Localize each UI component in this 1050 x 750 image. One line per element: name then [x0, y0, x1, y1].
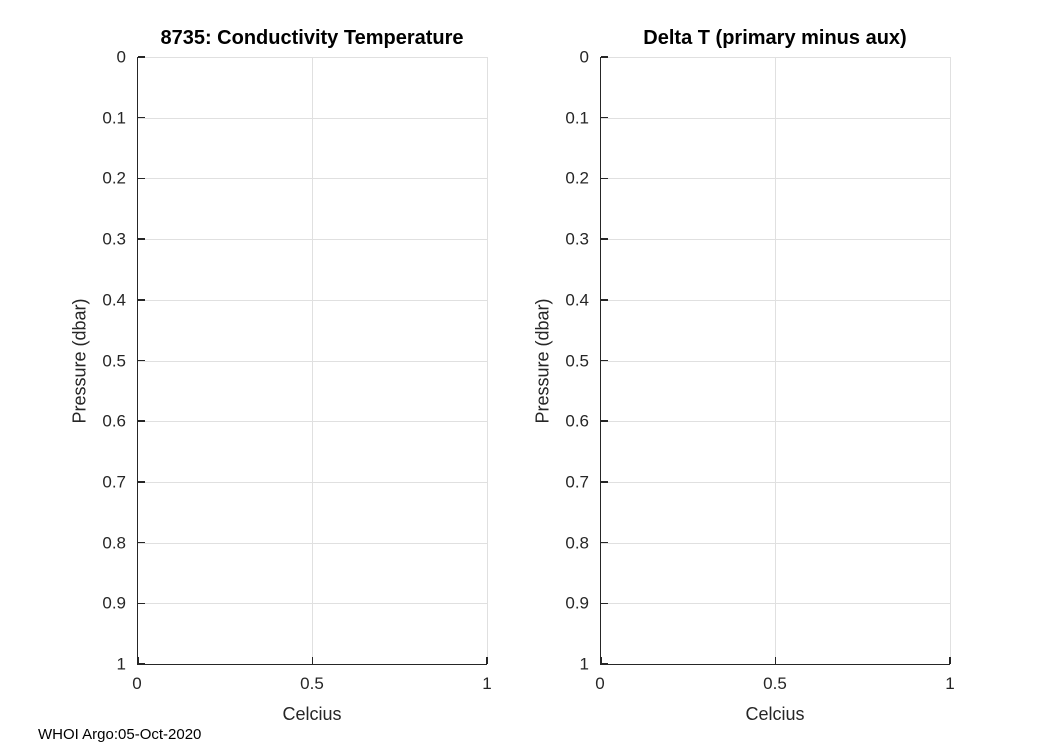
x-tick-mark — [774, 657, 777, 664]
subplot-delta-t: Delta T (primary minus aux) Pressure (db… — [533, 0, 955, 750]
x-gridline — [312, 57, 313, 664]
y-tick-mark — [138, 663, 145, 665]
y-tick-mark — [138, 177, 145, 180]
x-tick-mark — [311, 657, 314, 664]
y-tick-label: 1 — [579, 654, 589, 674]
y-tick-label: 0.8 — [102, 533, 126, 553]
subplot-conductivity-temperature: 8735: Conductivity Temperature Pressure … — [70, 0, 492, 750]
y-tick-mark — [138, 420, 145, 422]
y-tick-label: 0.2 — [565, 168, 589, 188]
y-tick-label: 0.6 — [565, 411, 589, 431]
x-tick-label: 1 — [945, 674, 955, 693]
y-tick-mark — [601, 299, 608, 301]
x-tick-mark — [949, 657, 951, 664]
y-tick-mark — [601, 541, 608, 544]
y-tick-mark — [601, 177, 608, 180]
y-tick-label: 0.7 — [565, 472, 589, 492]
y-tick-label: 0.7 — [102, 472, 126, 492]
x-tick-mark — [486, 657, 488, 664]
x-tick-mark — [600, 657, 602, 664]
y-tick-mark — [138, 481, 145, 483]
y-tick-label: 0.2 — [102, 168, 126, 188]
y-tick-mark — [601, 359, 608, 362]
y-tick-mark — [138, 602, 145, 605]
y-tick-label: 0.1 — [565, 108, 589, 128]
y-tick-mark — [601, 481, 608, 483]
y-tick-label: 0.9 — [565, 593, 589, 613]
y-tick-mark — [601, 238, 608, 240]
y-tick-mark — [601, 420, 608, 422]
watermark-text: WHOI Argo:05-Oct-2020 — [38, 726, 202, 743]
y-tick-mark — [138, 238, 145, 240]
y-tick-mark — [138, 299, 145, 301]
plot-title: 8735: Conductivity Temperature — [160, 27, 464, 49]
y-tick-mark — [601, 663, 608, 665]
x-tick-label: 0.5 — [763, 674, 787, 693]
x-tick-label: 0 — [132, 674, 142, 693]
y-tick-label: 1 — [116, 654, 126, 674]
y-tick-label: 0 — [579, 47, 589, 67]
x-tick-mark — [137, 657, 139, 664]
y-tick-label: 0.5 — [102, 351, 126, 370]
x-tick-label: 1 — [482, 674, 492, 693]
y-tick-label: 0.8 — [565, 533, 589, 553]
y-tick-label: 0.4 — [102, 290, 126, 310]
y-tick-mark — [601, 602, 608, 605]
y-tick-label: 0 — [116, 47, 126, 67]
x-axis-label: Celcius — [745, 704, 805, 724]
x-tick-label: 0 — [595, 674, 605, 693]
y-tick-label: 0.3 — [102, 229, 126, 249]
y-tick-label: 0.3 — [565, 229, 589, 249]
y-tick-label: 0.1 — [102, 108, 126, 128]
y-tick-mark — [601, 56, 608, 58]
y-tick-label: 0.6 — [102, 411, 126, 431]
y-tick-label: 0.4 — [565, 290, 589, 310]
y-tick-label: 0.9 — [102, 593, 126, 613]
x-gridline — [775, 57, 776, 664]
plot-area — [600, 56, 951, 665]
plot-area — [137, 56, 488, 665]
x-gridline — [486, 57, 488, 664]
y-tick-mark — [601, 116, 608, 119]
x-tick-label: 0.5 — [300, 674, 324, 693]
y-tick-mark — [138, 56, 145, 58]
y-tick-mark — [138, 116, 145, 119]
plot-title: Delta T (primary minus aux) — [643, 27, 907, 49]
y-tick-label: 0.5 — [565, 351, 589, 370]
x-axis-label: Celcius — [282, 704, 342, 724]
y-tick-mark — [138, 359, 145, 362]
x-gridline — [949, 57, 951, 664]
y-tick-mark — [138, 541, 145, 544]
